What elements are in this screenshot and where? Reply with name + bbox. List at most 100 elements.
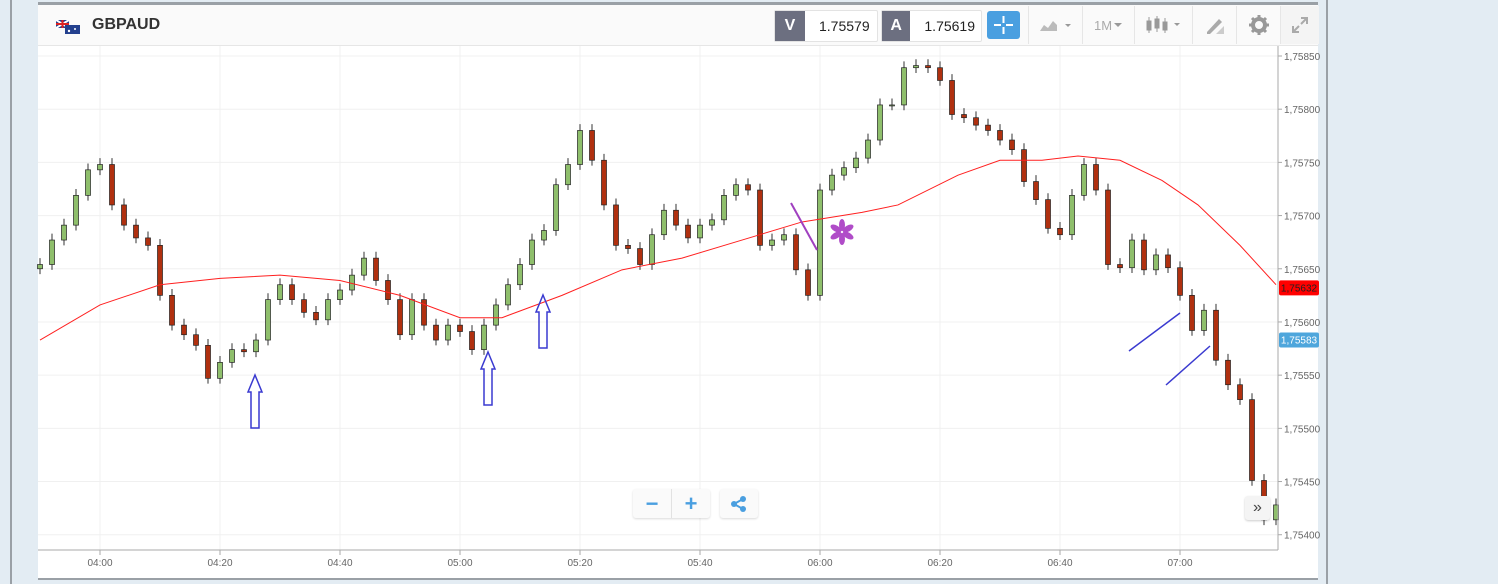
candle-body-up	[217, 362, 223, 379]
candle	[973, 111, 979, 131]
candle-body-up	[481, 324, 487, 350]
candle-body-down	[397, 299, 403, 336]
candle	[397, 293, 403, 341]
candle	[709, 213, 715, 231]
candle-body-down	[421, 299, 427, 326]
candle	[841, 161, 847, 181]
candle-body-up	[529, 239, 535, 265]
candle	[169, 288, 175, 331]
chart-type-button[interactable]	[1028, 6, 1083, 44]
candle-body-down	[925, 65, 931, 69]
candle-body-down	[1177, 267, 1183, 296]
price-tick-label: 1,75550	[1284, 371, 1321, 382]
candle-body-down	[589, 130, 595, 161]
candle-body-up	[1129, 239, 1135, 269]
candle-body-down	[1225, 359, 1231, 386]
candle-body-up	[37, 264, 43, 270]
candle	[157, 238, 163, 301]
gb-au-flag-icon	[56, 20, 80, 34]
candle	[673, 203, 679, 231]
candle-body-down	[313, 312, 319, 321]
candle	[625, 238, 631, 254]
candle	[1057, 221, 1063, 241]
fullscreen-button[interactable]	[1280, 6, 1319, 44]
asterisk-petal	[839, 219, 845, 231]
asterisk-icon	[830, 219, 854, 245]
candle	[1045, 193, 1051, 234]
candle	[541, 224, 547, 246]
candle-body-up	[853, 157, 859, 169]
candle-body-down	[1117, 264, 1123, 269]
zoom-in-button[interactable]: +	[684, 490, 698, 516]
zoom-out-button[interactable]: −	[633, 489, 672, 518]
draw-tools-button[interactable]	[1192, 6, 1237, 44]
candle	[805, 263, 811, 301]
candle-body-up	[565, 164, 571, 186]
candle-body-down	[385, 280, 391, 300]
expand-icon	[1292, 17, 1308, 33]
crosshair-button[interactable]	[987, 11, 1020, 39]
candle-body-up	[913, 65, 919, 69]
candle-body-down	[1213, 309, 1219, 361]
candle	[49, 233, 55, 270]
candle	[493, 298, 499, 331]
share-button[interactable]	[720, 489, 758, 518]
candle-body-down	[433, 324, 439, 341]
buy-price-button[interactable]: A 1.75619	[881, 10, 982, 42]
zoom-controls: − +	[633, 489, 710, 518]
share-icon	[731, 495, 746, 512]
candle	[685, 218, 691, 244]
candle-body-down	[985, 124, 991, 131]
candle-body-up	[1201, 309, 1207, 331]
candle-body-down	[133, 224, 139, 239]
candle-body-down	[961, 114, 967, 119]
candle-body-up	[49, 239, 55, 265]
crosshair-icon	[994, 16, 1013, 34]
candle-body-up	[541, 230, 547, 241]
candle	[457, 318, 463, 337]
candle	[637, 242, 643, 270]
settings-button[interactable]	[1236, 6, 1281, 44]
candle	[985, 118, 991, 136]
asterisk-petal	[842, 231, 854, 240]
time-tick-label: 04:00	[87, 558, 112, 569]
candle-body-up	[229, 349, 235, 363]
candle	[589, 124, 595, 166]
candle	[853, 151, 859, 174]
candle	[325, 293, 331, 326]
candle	[217, 356, 223, 384]
candle-body-down	[973, 117, 979, 126]
candle	[1093, 158, 1099, 196]
trend-line	[1128, 312, 1181, 352]
candle-body-down	[1057, 227, 1063, 236]
candle	[133, 218, 139, 244]
candle	[1117, 258, 1123, 274]
candle	[745, 178, 751, 196]
candle	[253, 333, 259, 358]
time-tick-label: 05:40	[687, 558, 712, 569]
sell-price-button[interactable]: V 1.75579	[774, 10, 878, 42]
candle-body-down	[1105, 189, 1111, 265]
candle	[337, 283, 343, 305]
candle	[1165, 248, 1171, 274]
asterisk-petal	[830, 224, 842, 233]
candle	[433, 318, 439, 346]
price-tick-label: 1,75750	[1284, 158, 1321, 169]
candle	[1141, 233, 1147, 276]
candle-body-down	[241, 349, 247, 353]
timeframe-button[interactable]: 1M	[1082, 6, 1135, 44]
area-chart-icon	[1040, 21, 1071, 31]
price-tick-label: 1,75700	[1284, 212, 1321, 223]
price-tick-label: 1,75400	[1284, 531, 1321, 542]
candle-body-down	[373, 257, 379, 281]
candle-style-button[interactable]	[1134, 6, 1193, 44]
candle-body-down	[1033, 181, 1039, 200]
candle-body-up	[577, 130, 583, 165]
candle-body-up	[817, 189, 823, 296]
candle	[781, 228, 787, 246]
candle	[1189, 288, 1195, 336]
candle	[877, 98, 883, 146]
candle-body-down	[205, 345, 211, 379]
candle-body-down	[757, 189, 763, 246]
scroll-to-end-button[interactable]: »	[1245, 496, 1270, 520]
